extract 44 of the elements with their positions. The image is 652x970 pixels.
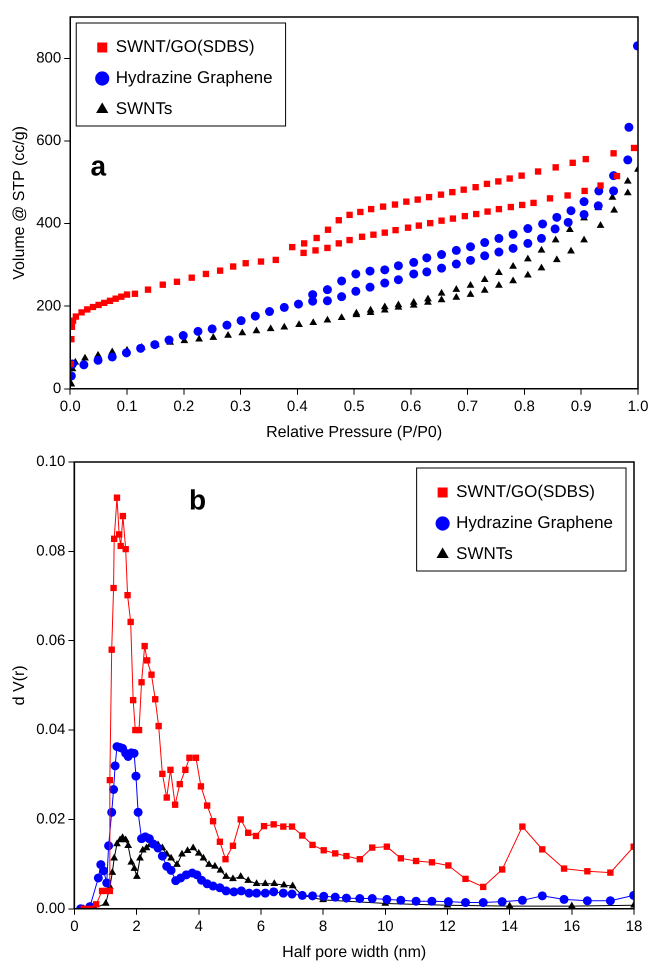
- y-tick-label: 0.02: [36, 810, 66, 828]
- annotation: a: [90, 150, 106, 182]
- y-tick-label: 200: [36, 297, 62, 314]
- y-tick-label: 0: [52, 380, 62, 397]
- y-tick-label: 400: [36, 214, 62, 232]
- y-tick-label: 600: [36, 132, 62, 150]
- y-tick-label: 0.08: [36, 542, 66, 560]
- x-tick-label: 10: [376, 918, 394, 935]
- x-tick-label: 0.2: [173, 398, 194, 415]
- y-tick-label: 0.06: [36, 632, 66, 649]
- legend-label: SWNTs: [456, 544, 513, 564]
- legend-label: Hydrazine Graphene: [456, 513, 614, 532]
- x-tick-label: 18: [626, 918, 642, 935]
- legend-label: SWNT/GO(SDBS): [116, 37, 255, 56]
- x-tick-label: 0.3: [230, 398, 251, 415]
- x-tick-label: 0.7: [457, 398, 478, 415]
- x-tick-label: 12: [439, 918, 456, 935]
- annotation: b: [188, 484, 206, 516]
- x-tick-label: 0.1: [116, 398, 138, 415]
- x-tick-label: 1.0: [628, 398, 648, 415]
- legend-label: SWNTs: [116, 99, 172, 118]
- x-tick-label: 0.9: [570, 398, 592, 415]
- x-tick-label: 0.4: [286, 398, 308, 415]
- x-tick-label: 0.0: [60, 398, 81, 415]
- x-axis-title: Half pore width (nm): [282, 944, 426, 961]
- x-tick-label: 6: [256, 918, 266, 935]
- y-axis-title: d V(r): [11, 665, 28, 706]
- x-tick-label: 0.6: [400, 398, 422, 415]
- x-tick-label: 16: [563, 918, 580, 935]
- x-tick-label: 4: [194, 918, 203, 935]
- x-tick-label: 2: [132, 918, 141, 935]
- x-tick-label: 14: [501, 918, 518, 935]
- y-tick-label: 800: [36, 49, 62, 66]
- y-tick-label: 0.04: [36, 721, 66, 738]
- x-axis-title: Relative Pressure (P/P0): [266, 424, 442, 441]
- legend-label: Hydrazine Graphene: [116, 68, 273, 88]
- x-tick-label: 8: [318, 918, 328, 935]
- legend-label: SWNT/GO(SDBS): [456, 482, 595, 502]
- x-tick-label: 0: [70, 918, 79, 935]
- y-tick-label: 0.00: [36, 900, 66, 917]
- x-tick-label: 0.8: [514, 398, 535, 415]
- x-tick-label: 0.5: [344, 398, 365, 415]
- y-tick-label: 0.10: [36, 453, 66, 470]
- y-axis-title: Volume @ STP (cc/g): [11, 126, 28, 280]
